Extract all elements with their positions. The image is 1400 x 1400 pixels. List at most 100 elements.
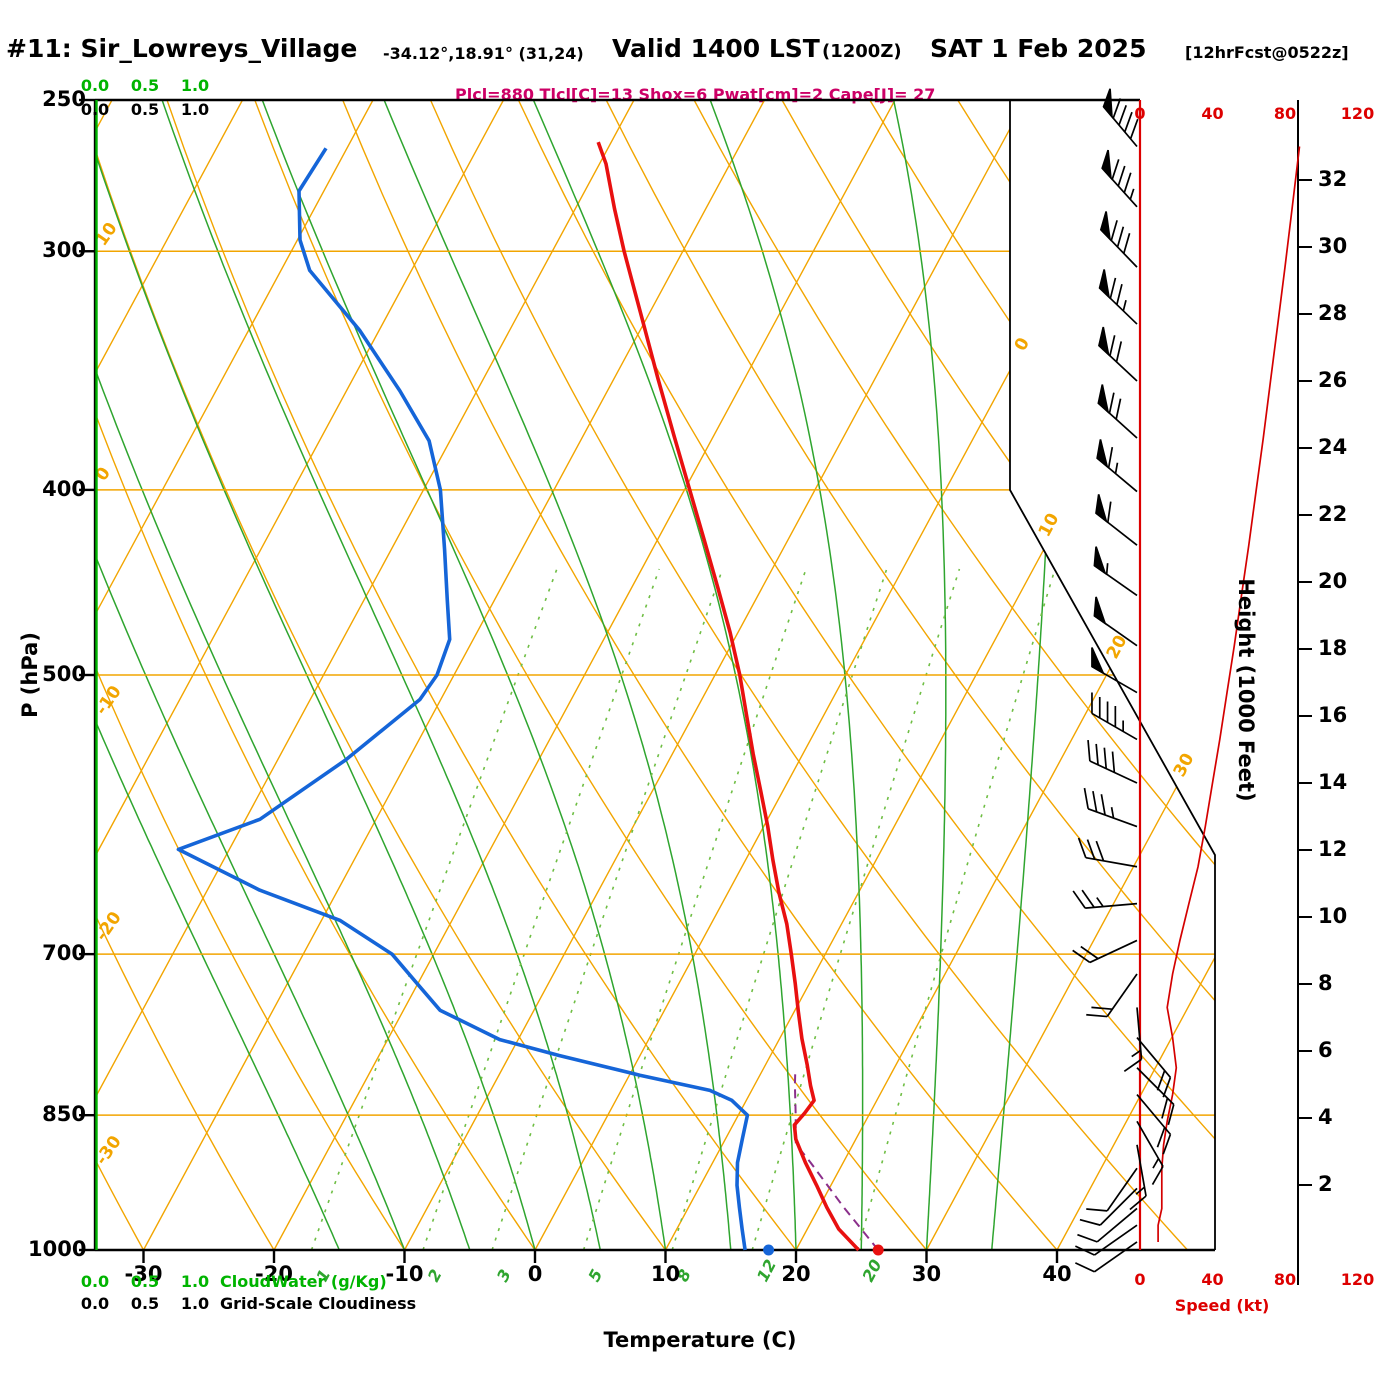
wind-barb (1123, 1007, 1143, 1072)
pressure-gridlines (95, 250, 1215, 1250)
svg-text:10: 10 (1035, 510, 1064, 540)
height-tick-label: 12 (1318, 837, 1348, 861)
valid-time: Valid 1400 LST (612, 34, 820, 63)
wind-barb (1075, 1241, 1138, 1273)
height-tick-label: 22 (1318, 502, 1348, 526)
cloudiness-legend: Grid-Scale Cloudiness (220, 1294, 417, 1313)
wind-barb (1101, 149, 1138, 208)
cloudwater-scale-label: 1.0 (180, 76, 210, 95)
svg-text:5: 5 (584, 1266, 606, 1285)
temperature-axis-title: Temperature (C) (603, 1328, 797, 1352)
temp-tick-label: -20 (255, 1262, 293, 1286)
wind-barb (1136, 1037, 1172, 1098)
cloudwater-scale-label: 0.0 (80, 76, 110, 95)
speed-tick-label: 80 (1273, 1270, 1297, 1289)
height-tick-label: 10 (1318, 904, 1348, 928)
wind-barb (1077, 837, 1138, 868)
moist-adiabats (95, 100, 1056, 1250)
pressure-tick-label: 500 (42, 662, 86, 686)
wind-speed-profile (1157, 146, 1301, 1242)
temp-tick-label: -10 (385, 1262, 424, 1286)
wind-barb (1095, 494, 1138, 546)
height-tick-label: 28 (1318, 301, 1348, 325)
wind-barbs (1072, 88, 1175, 1273)
height-axis (1297, 100, 1312, 1285)
temp-tick-label: -30 (124, 1262, 163, 1286)
station-title: #11: Sir_Lowreys_Village (6, 34, 358, 63)
valid-date: SAT 1 Feb 2025 (930, 34, 1147, 63)
svg-text:20: 20 (1103, 632, 1132, 662)
wind-barb (1097, 384, 1138, 439)
speed-tick-label: 80 (1273, 104, 1297, 123)
cloudwater-legend: CloudWater (g/Kg) (220, 1272, 387, 1291)
height-tick-label: 8 (1318, 971, 1333, 995)
speed-tick-label: 40 (1201, 104, 1224, 123)
speed-tick-label: 40 (1201, 1270, 1224, 1289)
wind-barb (1072, 889, 1138, 909)
cloudiness-scale-label: 0.0 (80, 100, 110, 119)
speed-axis-title: Speed (kt) (1174, 1296, 1270, 1315)
speed-tick-label: 0 (1134, 1270, 1146, 1289)
plot-border (79, 98, 1216, 1263)
dry-adiabats (95, 100, 1215, 1250)
wind-barb (1102, 88, 1139, 148)
wind-barb (1136, 1067, 1175, 1126)
wind-barb (1091, 692, 1138, 741)
wind-barb (1075, 1224, 1138, 1256)
wind-barb (1072, 939, 1138, 964)
wind-barb (1129, 1144, 1147, 1211)
wind-barb (1079, 1187, 1138, 1226)
wind-barb (1093, 546, 1138, 597)
cloudwater-scale-label: 1.0 (180, 1272, 210, 1291)
cloudiness-scale-label: 0.5 (130, 100, 160, 119)
temp-tick-label: 0 (527, 1262, 543, 1286)
temp-tick-label: 10 (650, 1262, 681, 1286)
forecast-tag: [12hrFcst@0522z] (1185, 43, 1349, 62)
wind-barb (1098, 326, 1138, 382)
pressure-tick-label: 700 (42, 941, 86, 966)
svg-text:0: 0 (1011, 334, 1034, 354)
height-tick-label: 6 (1318, 1038, 1333, 1062)
cloudwater-scale-label: 0.0 (80, 1272, 110, 1291)
surface-dewpoint-dot (763, 1244, 775, 1256)
temperature-curve (596, 141, 860, 1252)
wind-barb (1093, 596, 1138, 647)
pressure-tick-label: 1000 (28, 1237, 87, 1261)
dewpoint-curve (176, 147, 750, 1251)
wind-barb (1136, 1094, 1172, 1155)
temp-tick-label: 40 (1042, 1262, 1072, 1286)
mixing-ratio-lines (310, 568, 1056, 1250)
pressure-tick-label: 400 (42, 476, 86, 501)
speed-tick-label: 120 (1340, 104, 1375, 123)
pressure-tick-label: 300 (42, 238, 86, 263)
cloudiness-scale-label: 0.0 (80, 1294, 110, 1313)
pressure-tick-label: 250 (42, 87, 86, 111)
speed-tick-label: 120 (1340, 1270, 1375, 1289)
valid-zulu: (1200Z) (822, 41, 902, 62)
svg-text:30: 30 (1170, 750, 1199, 780)
cloudiness-scale-label: 0.5 (130, 1294, 160, 1313)
height-tick-label: 20 (1318, 569, 1348, 593)
wind-barb (1086, 1167, 1138, 1212)
temp-tick-label: 30 (911, 1262, 942, 1286)
speed-tick-label: 0 (1134, 104, 1146, 123)
wind-barb (1083, 787, 1138, 828)
height-tick-label: 14 (1318, 770, 1348, 794)
background-grid (95, 100, 1215, 1250)
wind-barb (1091, 647, 1138, 694)
wind-barb (1098, 269, 1138, 325)
wind-barb (1136, 1120, 1164, 1185)
station-coords: -34.12°,18.91° (31,24) (383, 44, 584, 63)
cloudiness-scale-label: 1.0 (180, 100, 210, 119)
height-tick-label: 32 (1318, 167, 1348, 191)
height-axis-title: Height (1000 Feet) (1234, 578, 1258, 802)
wind-barb (1077, 1207, 1138, 1243)
pressure-tick-label: 850 (42, 1102, 86, 1127)
height-tick-label: 2 (1318, 1172, 1333, 1196)
wind-barb (1099, 211, 1138, 268)
cloudwater-scale-label: 0.5 (130, 76, 160, 95)
height-tick-label: 30 (1318, 234, 1348, 258)
height-tick-label: 4 (1318, 1105, 1333, 1129)
